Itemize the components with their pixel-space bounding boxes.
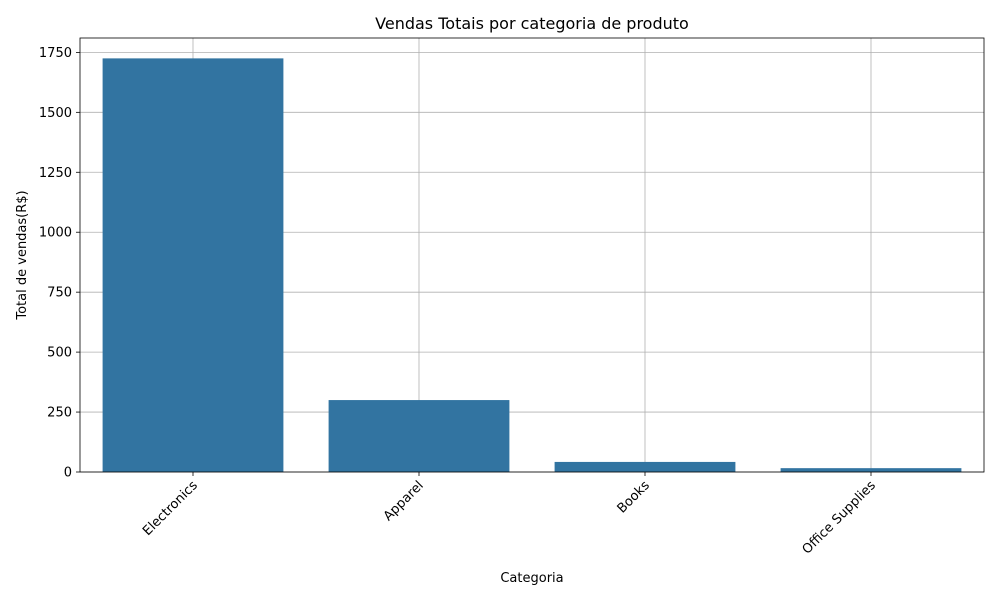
y-axis-label: Total de vendas(R$): [15, 190, 30, 320]
bar-electronics: [102, 58, 284, 472]
plot-frame: [79, 37, 985, 473]
bar-apparel: [328, 400, 510, 472]
bar-office-supplies: [780, 468, 962, 472]
x-axis-label: Categoria: [500, 571, 563, 586]
y-tick-label: 1000: [39, 226, 72, 241]
bar-books: [554, 461, 736, 472]
y-tick-label: 0: [64, 466, 72, 481]
y-tick-label: 250: [47, 406, 72, 421]
y-tick-label: 1750: [39, 46, 72, 61]
y-axis-ticks: 0 250 500 750 1000 1250 1500 1750: [39, 46, 80, 481]
y-tick-label: 1500: [39, 106, 72, 121]
x-tick-label: Apparel: [381, 478, 427, 524]
x-tick-label: Electronics: [140, 478, 201, 539]
y-tick-label: 750: [47, 286, 72, 301]
bars: [102, 58, 962, 472]
y-tick-label: 500: [47, 346, 72, 361]
x-tick-label: Office Supplies: [800, 478, 879, 557]
x-tick-label: Books: [615, 478, 653, 516]
chart-title: Vendas Totais por categoria de produto: [375, 14, 689, 33]
x-axis-ticks: Electronics Apparel Books Office Supplies: [140, 472, 879, 557]
y-tick-label: 1250: [39, 166, 72, 181]
